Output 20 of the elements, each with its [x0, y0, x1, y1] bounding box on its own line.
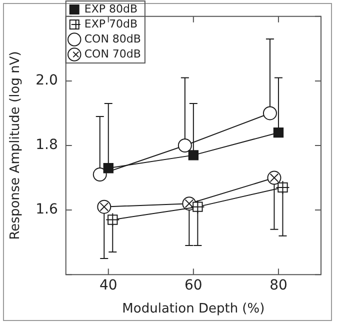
x-tick-label: 40	[99, 278, 118, 294]
point	[92, 168, 107, 182]
point	[178, 138, 192, 152]
point	[262, 106, 277, 120]
legend-label: EXP 80dB	[84, 2, 138, 16]
x-tick-label: 80	[270, 278, 288, 294]
y-tick-label: 1.6	[36, 202, 58, 218]
point	[273, 127, 284, 138]
point	[97, 200, 112, 214]
x-tick-label: 60	[184, 278, 202, 294]
legend-label: CON 80dB	[84, 32, 141, 46]
point	[267, 170, 282, 185]
point	[188, 150, 199, 160]
legend-label: CON 70dB	[84, 47, 141, 60]
x-axis-title: Modulation Depth (%)	[122, 302, 265, 317]
y-tick-label: 1.8	[36, 137, 58, 154]
legend-label: EXP 70dB	[84, 17, 138, 30]
point	[103, 162, 114, 174]
y-tick-label: 2.0	[36, 72, 58, 89]
y-axis-title: Response Amplitude (log nV)	[8, 51, 24, 240]
